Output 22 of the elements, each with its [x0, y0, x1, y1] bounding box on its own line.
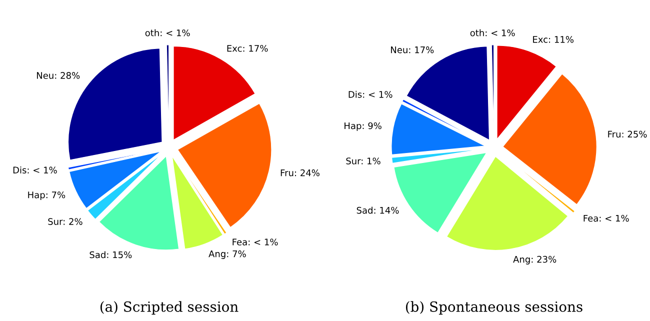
text: (b) Spontaneous sessions: [406, 301, 582, 315]
slice-label: Exc: 17%: [227, 44, 268, 52]
slice-label: Dis: < 1%: [348, 90, 392, 98]
slice-label: oth: < 1%: [470, 29, 515, 36]
slice-label: Fea: < 1%: [232, 238, 278, 246]
slice-label: Exc: 11%: [533, 36, 574, 43]
slice-label: Neu: 17%: [391, 46, 434, 54]
slice-label: Sur: 1%: [346, 158, 380, 164]
slice-label: Ang: 23%: [513, 256, 556, 264]
slice-label: Neu: 28%: [36, 72, 80, 79]
text: (a) Scripted session: [100, 301, 238, 315]
slice-label: oth: < 1%: [145, 29, 190, 36]
slice-label: Dis: < 1%: [13, 166, 57, 174]
slice-label: Sur: 2%: [48, 218, 82, 225]
slice-label: Ang: 7%: [208, 250, 246, 259]
slice-label: Fea: < 1%: [584, 214, 629, 222]
slice-label: Sad: 14%: [356, 206, 399, 214]
slice-label: Hap: 7%: [28, 191, 66, 200]
slice-label: Sad: 15%: [90, 251, 132, 258]
slice-label: Hap: 9%: [344, 122, 382, 131]
slice-label: Fru: 25%: [608, 130, 647, 138]
slice-label: Fru: 24%: [280, 169, 320, 176]
